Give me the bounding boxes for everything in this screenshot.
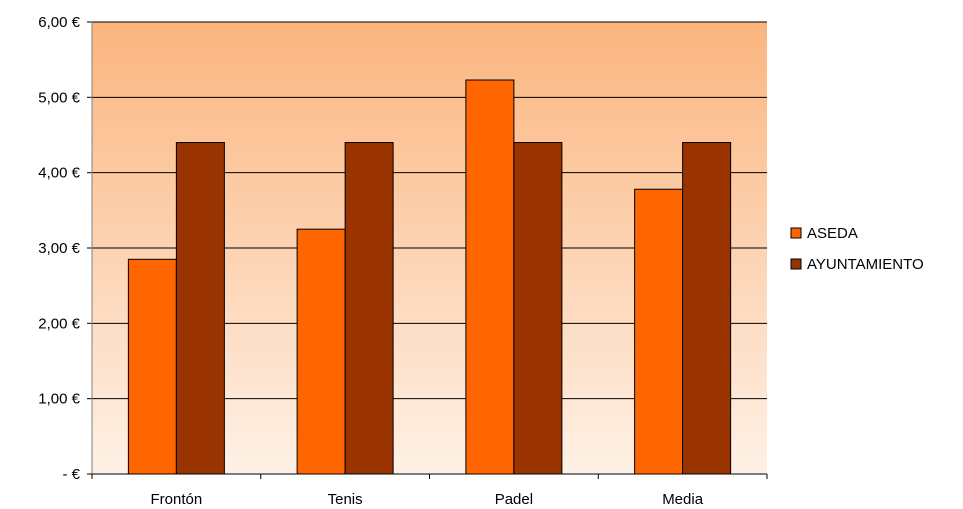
y-tick-label: 2,00 € [38,315,80,332]
legend-box [782,219,962,281]
y-tick-label: 1,00 € [38,391,80,408]
y-tick-label: 5,00 € [38,89,80,106]
bar-ayuntamiento-3 [682,142,732,475]
y-tick-label: 4,00 € [38,165,80,182]
y-tick-label: 6,00 € [38,14,80,31]
legend-swatch [790,227,802,239]
bar-aseda-1 [296,228,346,475]
axes [87,21,768,479]
bar-aseda-2 [465,79,515,475]
bars [127,79,732,475]
y-tick-label: - € [62,466,80,483]
bar-ayuntamiento-0 [175,142,225,475]
bar-aseda-0 [127,258,177,475]
x-category-label: Media [662,491,704,508]
bar-ayuntamiento-2 [513,142,563,475]
legend-label: ASEDA [807,225,858,242]
bar-ayuntamiento-1 [344,142,394,475]
x-category-label: Tenis [328,491,363,508]
legend-swatch [790,258,802,270]
x-axis-labels: Frontón Tenis Padel Media [151,491,704,508]
bar-aseda-3 [634,188,684,475]
x-category-label: Frontón [151,491,203,508]
x-category-label: Padel [495,491,533,508]
y-axis-labels: - € 1,00 € 2,00 € 3,00 € 4,00 € 5,00 € 6,00 € [38,14,80,483]
legend-label: AYUNTAMIENTO [807,256,924,273]
legend: ASEDA AYUNTAMIENTO [782,219,962,281]
y-tick-label: 3,00 € [38,240,80,257]
